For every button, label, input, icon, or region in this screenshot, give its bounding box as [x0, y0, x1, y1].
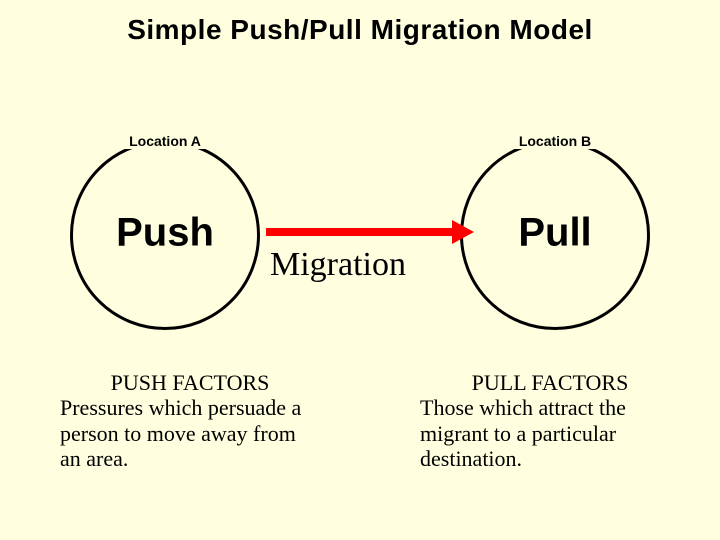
push-factors-block: PUSH FACTORS Pressures which persuade a …: [60, 370, 320, 471]
node-location-a: Location A Push: [70, 140, 260, 330]
migration-arrow: [266, 228, 454, 236]
pull-factors-header: PULL FACTORS: [420, 370, 680, 395]
push-factors-header: PUSH FACTORS: [60, 370, 320, 395]
location-b-label: Location B: [506, 133, 604, 149]
push-factors-body: Pressures which persuade a person to mov…: [60, 395, 301, 471]
pull-word: Pull: [518, 210, 591, 255]
push-word: Push: [116, 210, 214, 255]
location-a-label: Location A: [116, 133, 214, 149]
node-location-b: Location B Pull: [460, 140, 650, 330]
pull-factors-body: Those which attract the migrant to a par…: [420, 395, 626, 471]
page-title: Simple Push/Pull Migration Model: [0, 14, 720, 46]
pull-factors-block: PULL FACTORS Those which attract the mig…: [420, 370, 680, 471]
migration-label: Migration: [270, 246, 406, 284]
